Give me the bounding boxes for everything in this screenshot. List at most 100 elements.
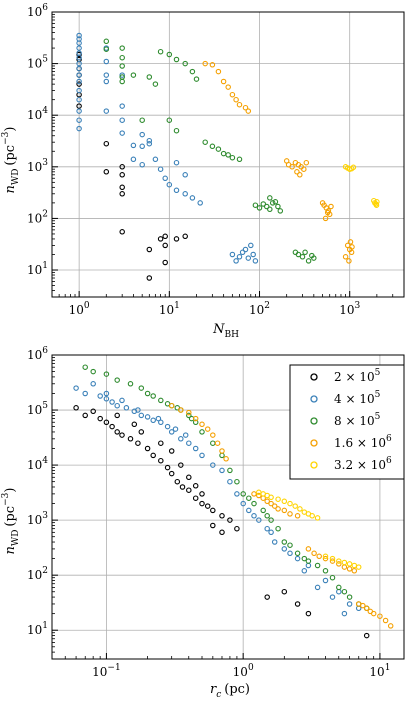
- data-point: [311, 550, 317, 557]
- data-point: [173, 127, 180, 134]
- data-point: [146, 137, 153, 144]
- data-point: [76, 81, 82, 87]
- data-point: [199, 452, 205, 459]
- data-point: [271, 539, 278, 545]
- data-point: [76, 72, 82, 78]
- legend-label: 3.2 × 106: [334, 456, 392, 472]
- data-point: [242, 246, 249, 253]
- data-point: [192, 419, 199, 426]
- data-point: [215, 146, 222, 152]
- data-point: [294, 550, 301, 557]
- legend-marker: [310, 417, 318, 425]
- data-point: [127, 436, 134, 442]
- data-point: [209, 62, 216, 68]
- data-point: [303, 159, 310, 166]
- data-point: [144, 390, 151, 397]
- data-point: [251, 491, 257, 497]
- data-point: [103, 390, 110, 397]
- data-point: [346, 258, 352, 264]
- data-point: [275, 203, 281, 210]
- data-point: [214, 440, 221, 446]
- data-point: [174, 478, 181, 485]
- data-point: [346, 561, 353, 567]
- data-point: [351, 568, 358, 574]
- data-point: [229, 154, 236, 161]
- top-xlabel: NBH: [212, 322, 239, 340]
- data-point: [182, 172, 188, 178]
- data-point: [103, 38, 110, 45]
- data-point: [90, 368, 96, 375]
- data-point: [272, 199, 279, 205]
- x-tick-label: 100: [233, 663, 254, 679]
- data-point: [350, 164, 357, 171]
- data-point: [73, 405, 79, 411]
- data-point: [158, 397, 164, 404]
- data-point: [295, 251, 302, 258]
- data-point: [114, 412, 120, 419]
- data-point: [166, 181, 173, 188]
- data-point: [192, 415, 199, 422]
- data-point: [178, 462, 184, 468]
- data-point: [76, 45, 82, 51]
- data-point: [294, 601, 301, 607]
- data-point: [210, 432, 216, 438]
- y-tick-label: 102: [27, 209, 48, 225]
- data-point: [204, 426, 211, 432]
- data-point: [119, 72, 125, 78]
- data-point: [131, 421, 138, 428]
- data-point: [150, 393, 156, 399]
- data-point: [119, 184, 125, 191]
- data-point: [227, 517, 233, 523]
- data-point: [302, 249, 308, 256]
- data-point: [329, 574, 336, 581]
- data-point: [173, 159, 180, 166]
- data-point: [76, 65, 82, 72]
- data-point: [275, 496, 281, 502]
- data-point: [76, 117, 82, 123]
- data-point: [103, 46, 110, 52]
- data-point: [225, 152, 231, 158]
- data-point: [234, 525, 240, 532]
- data-point: [322, 577, 329, 584]
- data-point: [271, 503, 278, 509]
- data-point: [269, 200, 276, 206]
- data-point: [158, 440, 164, 446]
- data-point: [220, 78, 227, 85]
- data-point: [240, 491, 246, 497]
- data-point: [219, 513, 225, 519]
- data-point: [186, 409, 192, 416]
- data-point: [377, 613, 383, 619]
- data-point: [82, 412, 88, 419]
- data-point: [109, 423, 115, 430]
- data-point: [346, 594, 353, 600]
- data-point: [294, 513, 301, 519]
- data-point: [236, 101, 243, 108]
- data-point: [225, 84, 231, 90]
- data-point: [239, 249, 246, 256]
- data-point: [382, 617, 389, 624]
- y-tick-label: 103: [27, 511, 48, 527]
- data-point: [267, 195, 273, 201]
- data-point: [139, 143, 145, 150]
- data-point: [234, 491, 240, 497]
- bottom-chart: 10−1 100 101 101 102 103 104 105 106 rc (pc) nWD(…: [1, 346, 405, 700]
- data-point: [150, 452, 156, 459]
- data-point: [103, 371, 110, 377]
- data-point: [268, 500, 274, 507]
- data-point: [119, 103, 125, 109]
- data-point: [268, 517, 274, 523]
- data-point: [76, 40, 82, 46]
- x-tick-label: 103: [339, 301, 360, 317]
- legend-label: 1.6 × 106: [334, 434, 392, 450]
- data-point: [119, 191, 125, 197]
- data-point: [186, 412, 192, 419]
- y-tick-label: 106: [27, 346, 48, 362]
- data-point: [157, 48, 164, 55]
- data-point: [119, 229, 125, 235]
- data-point: [260, 507, 266, 514]
- data-point: [123, 405, 130, 411]
- data-point: [236, 254, 243, 260]
- data-point: [109, 399, 115, 405]
- data-point: [246, 507, 252, 514]
